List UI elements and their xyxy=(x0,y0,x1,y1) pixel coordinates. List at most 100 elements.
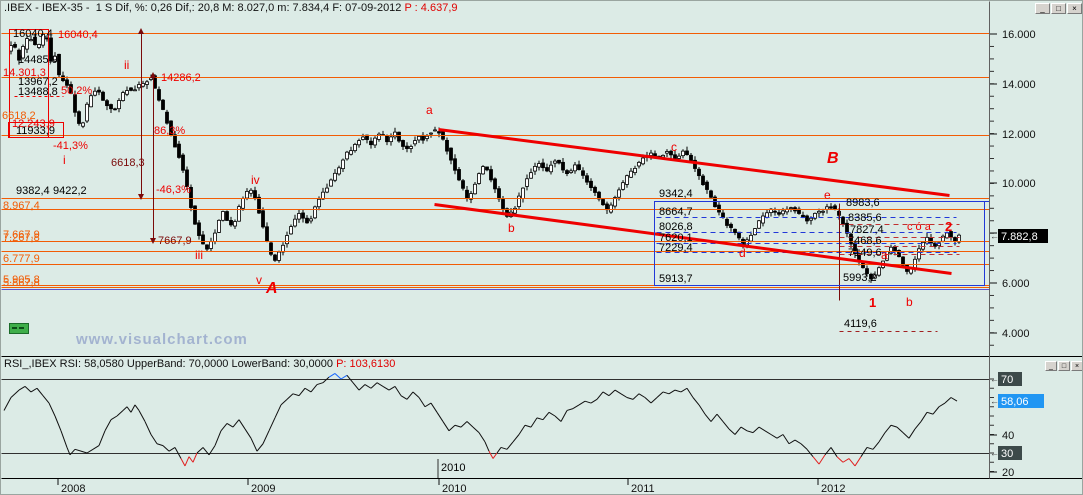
rsi-info-text: RSI_,IBEX RSI: 58,0580 UpperBand: 70,000… xyxy=(4,358,337,370)
svg-text:13967,2: 13967,2 xyxy=(18,76,58,88)
visualchart-watermark: www.visualchart.com xyxy=(76,331,248,348)
rsi-pane-maximize-button[interactable]: □ xyxy=(1058,361,1070,371)
svg-text:←: ← xyxy=(990,396,999,406)
main-pane-minimize-button[interactable]: _ xyxy=(1035,3,1050,14)
svg-text:a: a xyxy=(881,248,888,262)
svg-text:d: d xyxy=(739,246,746,260)
svg-text:←: ← xyxy=(990,231,999,241)
svg-text:8983,6: 8983,6 xyxy=(846,197,880,209)
svg-text:7229,4: 7229,4 xyxy=(659,242,693,254)
rsi-pane-window-controls: _ □ × xyxy=(1045,361,1082,371)
svg-text:20: 20 xyxy=(1002,467,1014,479)
time-axis[interactable]: 2008 2009 2010 2011 2012 xyxy=(57,479,845,495)
main-pane-close-button[interactable]: × xyxy=(1067,3,1082,14)
svg-text:2010: 2010 xyxy=(441,462,465,474)
marker-chip[interactable] xyxy=(9,323,29,334)
svg-text:11933,9: 11933,9 xyxy=(16,125,55,137)
svg-text:2009: 2009 xyxy=(251,483,275,495)
svg-text:14286,2: 14286,2 xyxy=(161,72,201,84)
rsi-line-series xyxy=(3,373,958,467)
symbol-info-text: .IBEX - IBEX-35 - 1 S Dif, %: 0,26 Dif,:… xyxy=(4,2,405,14)
last-price-text: P : 4.637,9 xyxy=(404,2,458,14)
svg-text:4.000: 4.000 xyxy=(1002,328,1030,340)
rsi-indicator-title: RSI_,IBEX RSI: 58,0580 UpperBand: 70,000… xyxy=(4,358,395,370)
svg-text:8.967,4: 8.967,4 xyxy=(3,200,40,212)
svg-text:7.882,8: 7.882,8 xyxy=(1001,231,1038,243)
svg-text:8385,6: 8385,6 xyxy=(848,212,882,224)
svg-text:5.905,8: 5.905,8 xyxy=(3,274,40,286)
svg-text:2012: 2012 xyxy=(821,483,845,495)
rsi-pane-close-button[interactable]: × xyxy=(1071,361,1082,371)
chart-annotations: 16040,4 16040,4 14485,914.301,313967,21348… xyxy=(2,28,952,330)
svg-text:7620,1: 7620,1 xyxy=(659,232,693,244)
svg-text:50,2%: 50,2% xyxy=(61,85,92,97)
svg-text:i: i xyxy=(63,153,66,167)
svg-text:a: a xyxy=(426,103,433,117)
svg-text:ii: ii xyxy=(124,58,129,72)
svg-text:5993,2: 5993,2 xyxy=(843,272,877,284)
svg-text:12.243,9: 12.243,9 xyxy=(12,118,55,130)
svg-text:8664,7: 8664,7 xyxy=(659,206,693,218)
rsi-last-value-text: P: 103,6130 xyxy=(336,358,396,370)
svg-text:16040,4: 16040,4 xyxy=(13,28,53,40)
svg-text:14485,9: 14485,9 xyxy=(18,54,58,66)
svg-text:6.000: 6.000 xyxy=(1002,278,1030,290)
svg-text:14.301,3: 14.301,3 xyxy=(3,67,46,79)
svg-text:7468,6: 7468,6 xyxy=(848,235,882,247)
svg-text:2: 2 xyxy=(945,219,952,234)
main-pane-window-controls: _ □ × xyxy=(1035,3,1082,14)
chip-dash xyxy=(19,327,24,329)
svg-text:86,3%: 86,3% xyxy=(154,125,185,137)
svg-text:c ó a: c ó a xyxy=(907,221,932,233)
svg-text:A: A xyxy=(265,280,278,297)
chip-dash xyxy=(12,327,17,329)
svg-text:b: b xyxy=(508,221,515,235)
svg-text:7149,6: 7149,6 xyxy=(848,247,882,259)
svg-text:iii: iii xyxy=(195,248,203,262)
svg-text:5913,7: 5913,7 xyxy=(659,273,693,285)
svg-text:v: v xyxy=(256,273,262,287)
svg-text:16.000: 16.000 xyxy=(1002,29,1036,41)
svg-text:13488,8: 13488,8 xyxy=(18,86,58,98)
svg-text:iv: iv xyxy=(251,173,260,187)
svg-text:6618,2: 6618,2 xyxy=(2,110,36,122)
svg-text:40: 40 xyxy=(1002,430,1014,442)
svg-text:6.777,9: 6.777,9 xyxy=(3,253,40,265)
svg-text:2010: 2010 xyxy=(442,483,466,495)
svg-text:10.000: 10.000 xyxy=(1002,178,1036,190)
level-and-trend-lines xyxy=(1,1,1082,479)
svg-text:1: 1 xyxy=(869,295,876,310)
svg-text:6618,3: 6618,3 xyxy=(111,157,145,169)
svg-text:B: B xyxy=(827,150,839,167)
svg-text:9422,2: 9422,2 xyxy=(53,185,87,197)
measure-arrowheads xyxy=(138,28,156,244)
drawing-rectangles xyxy=(8,29,985,286)
svg-text:7.667,9: 7.667,9 xyxy=(3,229,40,241)
svg-text:e: e xyxy=(824,188,831,202)
svg-text:16040,4: 16040,4 xyxy=(58,29,98,41)
candlestick-series xyxy=(9,32,961,283)
svg-text:14.000: 14.000 xyxy=(1002,79,1036,91)
svg-text:4119,6: 4119,6 xyxy=(844,318,877,330)
svg-text:12.000: 12.000 xyxy=(1002,129,1036,141)
svg-text:←: ← xyxy=(990,374,999,384)
svg-text:-46,3%: -46,3% xyxy=(156,184,191,196)
svg-text:-41,3%: -41,3% xyxy=(53,140,88,152)
svg-text:58,06: 58,06 xyxy=(1001,396,1029,408)
rsi-pane-minimize-button[interactable]: _ xyxy=(1045,361,1057,371)
svg-text:70: 70 xyxy=(1001,374,1013,386)
svg-text:c: c xyxy=(671,140,677,154)
svg-text:9382,4: 9382,4 xyxy=(16,185,50,197)
price-scale[interactable]: 16.00014.00012.00010.0008.0006.0004.000←… xyxy=(990,29,1048,346)
rsi-year-marker: 2010 xyxy=(437,459,465,478)
svg-text:2011: 2011 xyxy=(631,483,655,495)
svg-text:7.267,8: 7.267,8 xyxy=(3,232,40,244)
main-pane-maximize-button[interactable]: □ xyxy=(1051,3,1066,14)
svg-text:8026,8: 8026,8 xyxy=(659,221,693,233)
svg-text:b: b xyxy=(906,295,913,309)
svg-text:9342,4: 9342,4 xyxy=(659,188,693,200)
svg-text:5.867,8: 5.867,8 xyxy=(3,277,40,289)
